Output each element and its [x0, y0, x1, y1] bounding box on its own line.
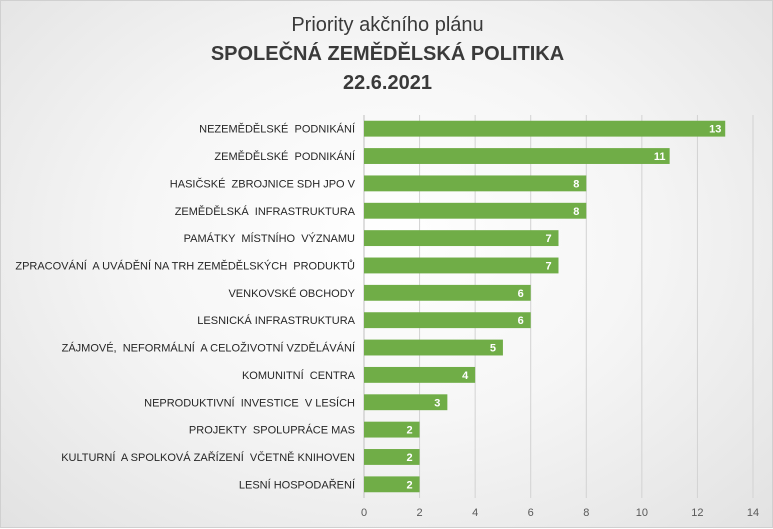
data-label: 7	[545, 260, 551, 272]
bar	[364, 421, 420, 438]
x-tick-label: 8	[583, 507, 589, 519]
chart-date: 22.6.2021	[343, 72, 432, 94]
category-label: KULTURNÍ A SPOLKOVÁ ZAŘÍZENÍ VČETNĚ KNIH…	[61, 451, 355, 464]
data-label: 13	[709, 124, 721, 136]
bar	[364, 120, 726, 137]
x-tick-label: 4	[472, 507, 478, 519]
bar	[364, 339, 503, 356]
bar	[364, 257, 559, 274]
category-label: NEPRODUKTIVNÍ INVESTICE V LESÍCH	[144, 396, 355, 409]
category-label: ZEMĚDĚLSKÁ INFRASTRUKTURA	[175, 205, 356, 218]
data-label: 3	[434, 397, 440, 409]
bar	[364, 284, 531, 301]
bar	[364, 476, 420, 493]
bar	[364, 202, 587, 219]
data-label: 2	[407, 479, 413, 491]
bar	[364, 148, 670, 164]
x-tick-label: 0	[361, 507, 367, 519]
data-label: 2	[407, 425, 413, 437]
bar	[364, 449, 420, 465]
category-label: HASIČSKÉ ZBROJNICE SDH JPO V	[170, 177, 356, 190]
category-label: KOMUNITNÍ CENTRA	[242, 369, 356, 382]
chart-title-block: Priority akčního plánu SPOLEČNÁ ZEMĚDĚLS…	[1, 11, 773, 98]
category-label: LESNICKÁ INFRASTRUKTURA	[197, 314, 355, 327]
x-tick-label: 10	[636, 507, 648, 519]
data-label: 6	[518, 288, 524, 300]
category-label: NEZEMĚDĚLSKÉ PODNIKÁNÍ	[199, 123, 356, 136]
chart-title: Priority akčního plánu	[291, 14, 484, 36]
data-label: 8	[573, 206, 579, 218]
data-label: 2	[407, 452, 413, 464]
category-label: LESNÍ HOSPODAŘENÍ	[239, 478, 356, 491]
data-label: 11	[654, 151, 666, 163]
category-label: ZÁJMOVÉ, NEFORMÁLNÍ A CELOŽIVOTNÍ VZDĚLÁ…	[62, 342, 356, 355]
data-label: 4	[462, 370, 469, 382]
data-label: 8	[573, 178, 579, 190]
bar	[364, 230, 559, 247]
x-tick-label: 14	[747, 507, 759, 519]
x-tick-label: 2	[417, 507, 423, 519]
category-label: ZEMĚDĚLSKÉ PODNIKÁNÍ	[214, 150, 356, 163]
category-label: ZPRACOVÁNÍ A UVÁDĚNÍ NA TRH ZEMĚDĚLSKÝCH…	[15, 259, 355, 272]
chart-subtitle: SPOLEČNÁ ZEMĚDĚLSKÁ POLITIKA	[210, 43, 565, 65]
data-label: 6	[518, 315, 524, 327]
x-tick-label: 6	[528, 507, 534, 519]
category-label: PROJEKTY SPOLUPRÁCE MAS	[189, 424, 355, 437]
bar	[364, 312, 531, 329]
data-label: 7	[545, 233, 551, 245]
category-label: VENKOVSKÉ OBCHODY	[228, 287, 355, 300]
category-label: PAMÁTKY MÍSTNÍHO VÝZNAMU	[184, 232, 355, 245]
data-label: 5	[490, 343, 496, 355]
bar	[364, 366, 476, 383]
bar	[364, 175, 587, 192]
x-tick-label: 12	[691, 507, 703, 519]
bar	[364, 394, 448, 411]
